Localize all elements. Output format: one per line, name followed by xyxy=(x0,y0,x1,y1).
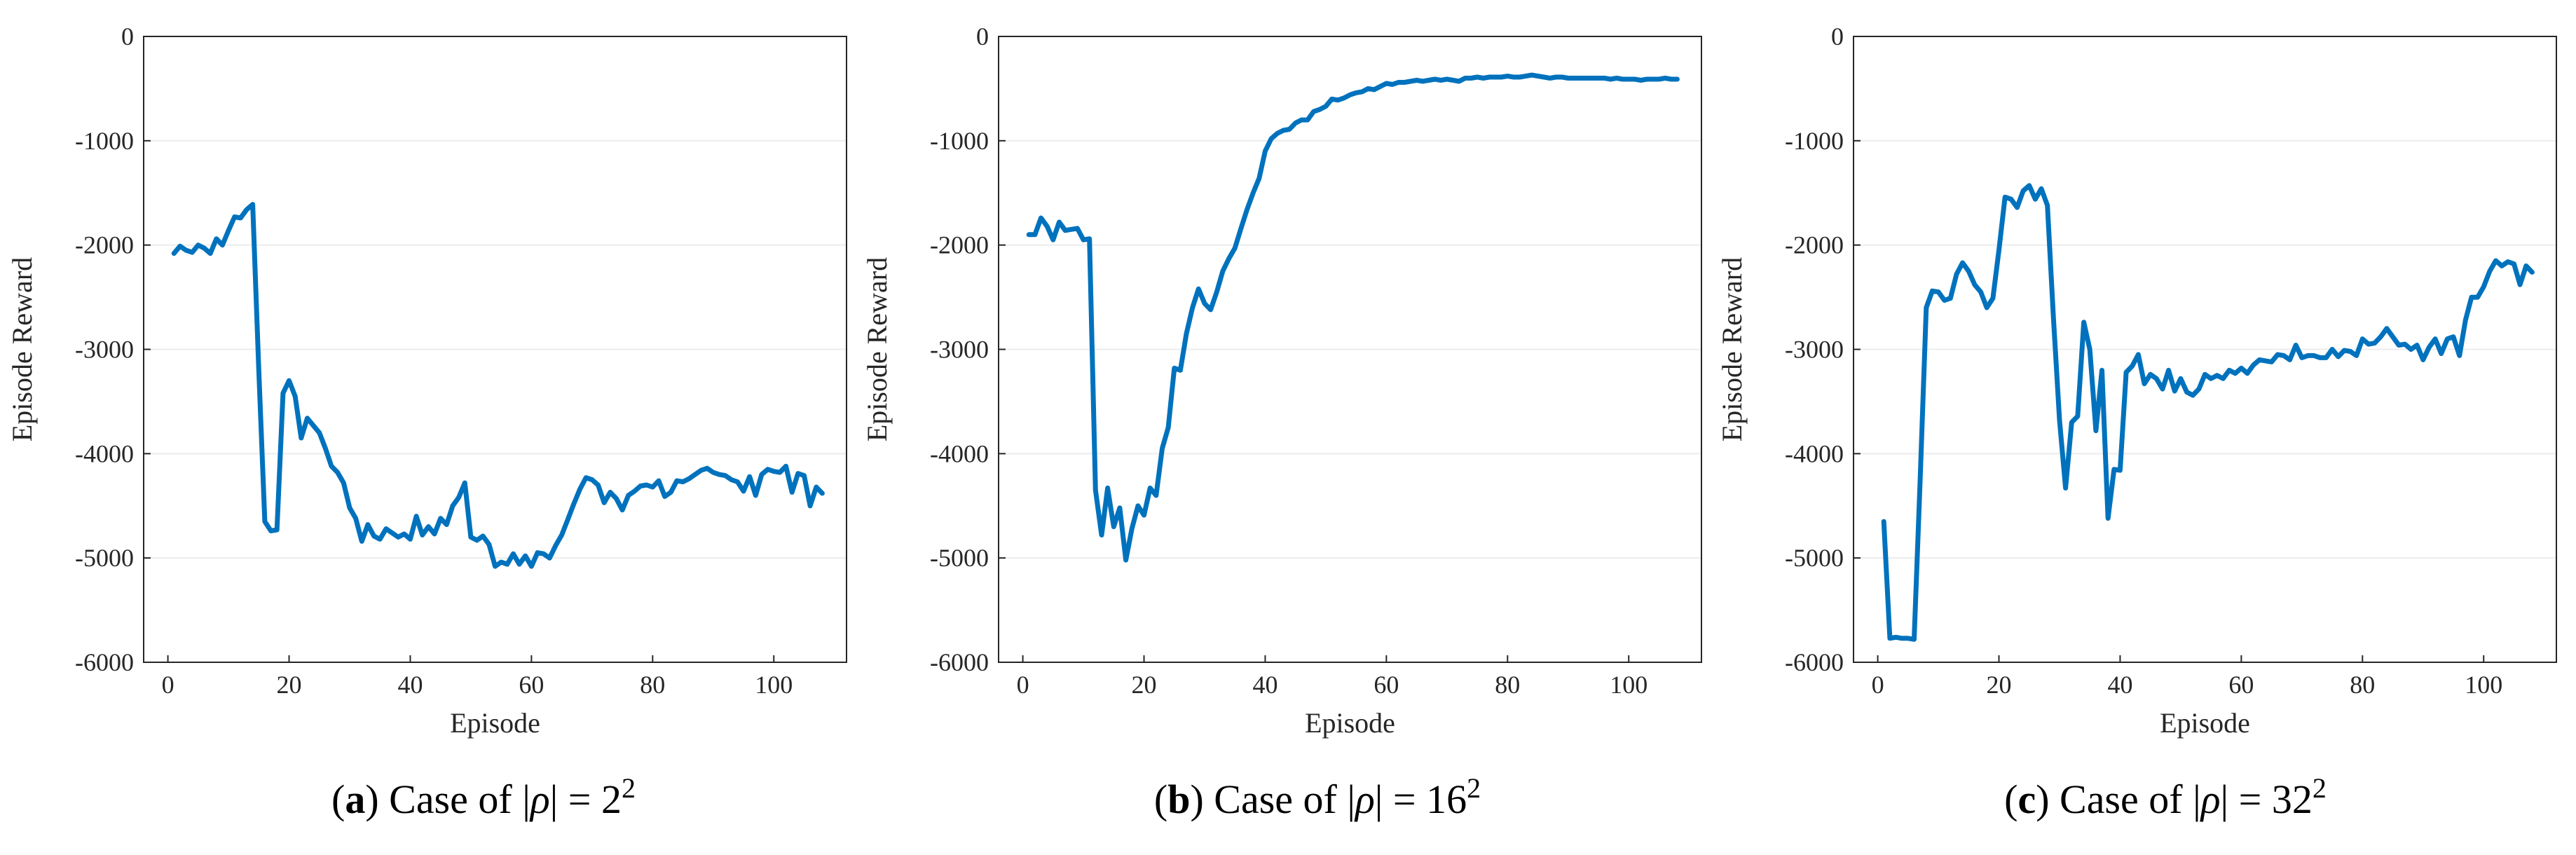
y-axis-label: Episode Reward xyxy=(1716,257,1748,442)
figure-caption: (b) Case of |ρ| = 162 xyxy=(1154,772,1481,823)
figure-caption: (a) Case of |ρ| = 22 xyxy=(331,772,636,823)
x-tick-label: 20 xyxy=(277,671,302,699)
x-tick-label: 20 xyxy=(1987,671,2012,699)
y-tick-label: -3000 xyxy=(75,336,134,364)
x-tick-label: 20 xyxy=(1132,671,1157,699)
y-tick-label: -2000 xyxy=(75,231,134,259)
x-tick-label: 100 xyxy=(1610,671,1647,699)
y-tick-label: -4000 xyxy=(930,439,989,467)
x-tick-label: 60 xyxy=(2228,671,2254,699)
series-line-0 xyxy=(171,202,825,569)
x-tick-label: 60 xyxy=(519,671,544,699)
chart-panel-a: -6000 -5000 -4000 -3000 -2000 -1000 0 0 20 40 60 80… xyxy=(6,22,847,822)
x-tick-label: 100 xyxy=(2465,671,2502,699)
x-tick-label: 60 xyxy=(1373,671,1399,699)
x-tick-label: 100 xyxy=(755,671,793,699)
chart-panel-c: -6000 -5000 -4000 -3000 -2000 -1000 0 0 20 40 60 80… xyxy=(1716,22,2557,823)
y-tick-label: -2000 xyxy=(930,231,989,259)
y-tick-label: 0 xyxy=(121,22,134,50)
x-tick-label: 0 xyxy=(162,671,174,699)
x-tick-label: 80 xyxy=(1495,671,1520,699)
y-tick-label: 0 xyxy=(1831,22,1844,50)
y-tick-label: -4000 xyxy=(75,439,134,467)
figure-caption: (c) Case of |ρ| = 322 xyxy=(2004,772,2327,823)
y-tick-label: -1000 xyxy=(75,127,134,155)
x-tick-label: 0 xyxy=(1872,671,1884,699)
y-tick-label: -6000 xyxy=(1785,648,1844,676)
x-tick-label: 80 xyxy=(2350,671,2375,699)
series-line-0 xyxy=(1881,183,2535,642)
y-tick-label: -1000 xyxy=(930,127,989,155)
y-tick-label: -4000 xyxy=(1785,439,1844,467)
y-tick-label: -1000 xyxy=(1785,127,1844,155)
x-tick-label: 80 xyxy=(640,671,665,699)
y-axis-label: Episode Reward xyxy=(6,257,38,442)
x-tick-label: 40 xyxy=(2107,671,2132,699)
y-tick-label: -5000 xyxy=(930,544,989,572)
y-tick-label: -2000 xyxy=(1785,231,1844,259)
x-tick-label: 40 xyxy=(397,671,423,699)
y-tick-label: -6000 xyxy=(75,648,134,676)
y-tick-label: -3000 xyxy=(1785,336,1844,364)
series-line-0 xyxy=(1026,72,1680,563)
y-tick-label: 0 xyxy=(976,22,989,50)
x-tick-label: 0 xyxy=(1017,671,1029,699)
x-tick-label: 40 xyxy=(1252,671,1277,699)
x-axis-label: Episode xyxy=(450,707,540,739)
y-tick-label: -5000 xyxy=(75,544,134,572)
y-tick-label: -5000 xyxy=(1785,544,1844,572)
x-axis-label: Episode xyxy=(1305,707,1395,739)
chart-panel-b: -6000 -5000 -4000 -3000 -2000 -1000 0 0 20 40 60 80… xyxy=(861,22,1702,823)
y-tick-label: -6000 xyxy=(930,648,989,676)
y-axis-label: Episode Reward xyxy=(861,257,893,442)
y-tick-label: -3000 xyxy=(930,336,989,364)
x-axis-label: Episode xyxy=(2160,707,2250,739)
